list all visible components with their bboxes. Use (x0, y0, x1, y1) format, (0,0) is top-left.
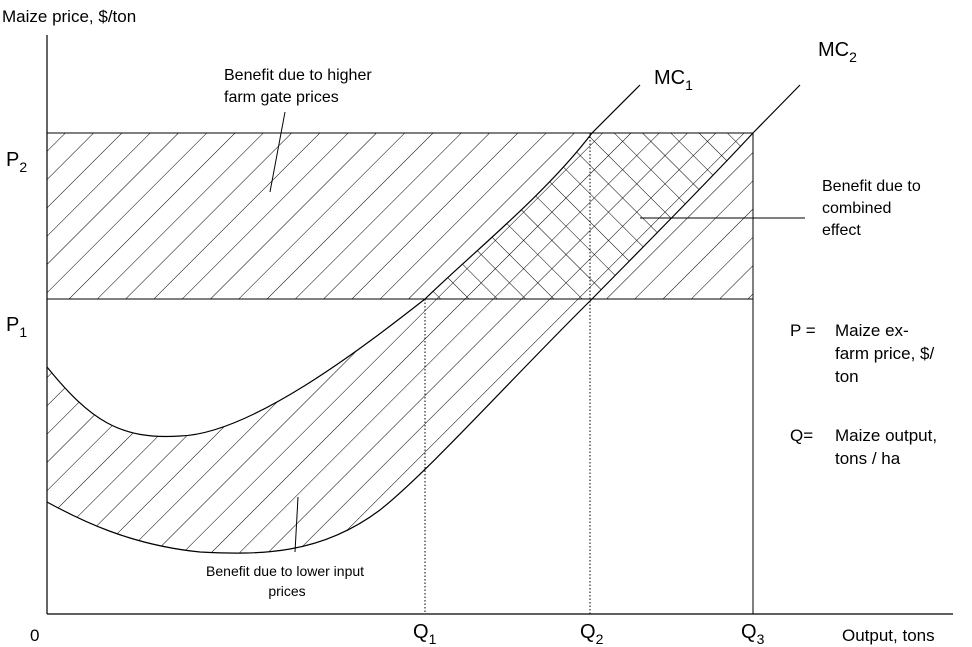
combined-annotation: Benefit due to combined effect (822, 178, 925, 239)
legend: P = Maize ex- farm price, $/ ton Q= Maiz… (790, 321, 942, 468)
lower-input-pointer (294, 496, 299, 553)
mc1-label: MC1 (654, 67, 693, 93)
legend-p-key: P = (790, 321, 816, 340)
mc1-curve (46, 84, 641, 438)
x-axis-label: Output, tons (842, 626, 935, 645)
origin-label: 0 (30, 626, 39, 645)
lower-input-hatch-area (47, 299, 592, 554)
p2-label: P2 (6, 149, 27, 175)
legend-q-key: Q= (790, 426, 813, 445)
higher-price-pointer (269, 111, 286, 193)
higher-price-annotation: Benefit due to higher farm gate prices (224, 67, 376, 106)
q3-label: Q3 (741, 621, 765, 647)
q2-label: Q2 (580, 621, 604, 647)
legend-p-text: Maize ex- farm price, $/ ton (835, 321, 939, 386)
p1-label: P1 (6, 314, 27, 340)
q1-label: Q1 (413, 621, 437, 647)
legend-q-text: Maize output, tons / ha (835, 426, 942, 468)
lower-input-annotation: Benefit due to lower input prices (206, 563, 368, 599)
mc2-curve (46, 84, 801, 554)
combined-effect-hatch-area (425, 133, 753, 299)
y-axis-label: Maize price, $/ton (2, 7, 136, 26)
mc2-label: MC2 (818, 39, 857, 65)
